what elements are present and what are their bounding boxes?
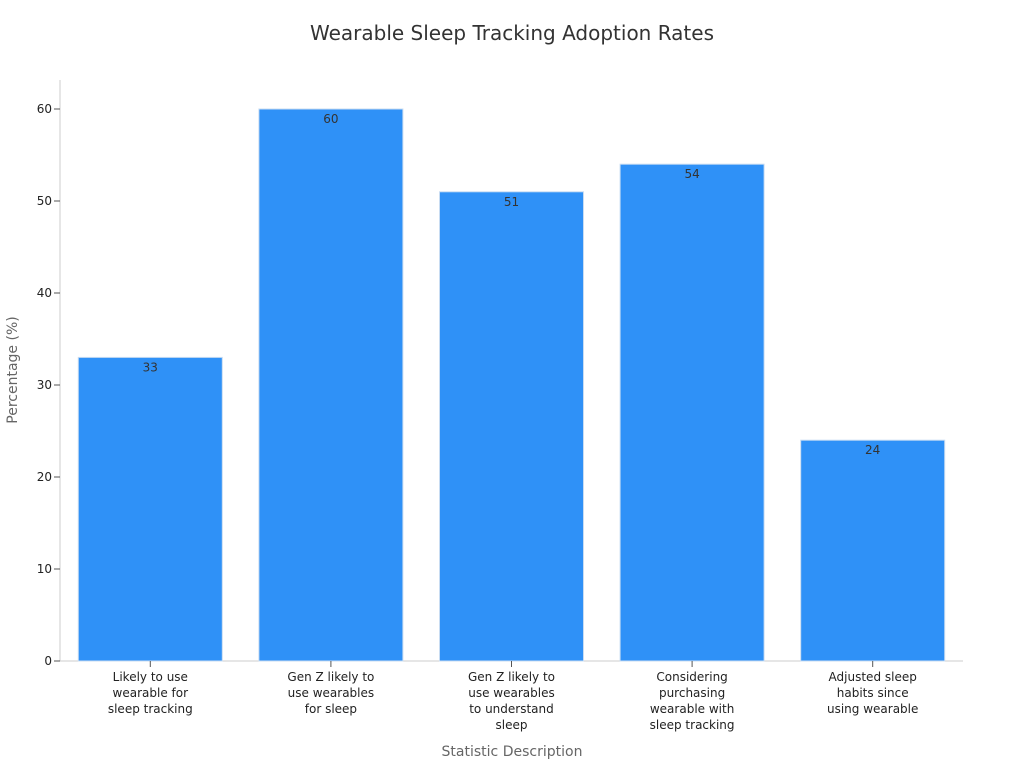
bar-value-label: 54: [684, 167, 699, 181]
bar: [77, 356, 223, 662]
y-tick-label: 20: [37, 470, 52, 484]
y-tick-label: 0: [44, 654, 52, 668]
x-tick-label-line: Likely to use: [113, 670, 188, 684]
bar-value-label: 33: [143, 360, 158, 374]
bar-value-label: 60: [323, 112, 338, 126]
x-tick-label-line: use wearables: [468, 686, 554, 700]
x-tick-label-line: Adjusted sleep: [829, 670, 917, 684]
bar: [619, 163, 765, 662]
x-tick-label-line: habits since: [837, 686, 909, 700]
bar: [258, 108, 404, 662]
x-tick-label-line: to understand: [469, 702, 554, 716]
bar: [800, 439, 946, 662]
x-tick-label: Gen Z likely to use wearables for sleep: [287, 670, 374, 716]
x-tick-label: Adjusted sleep habits since using wearable: [827, 670, 918, 716]
bar: [439, 191, 584, 662]
x-tick-label-line: Considering: [656, 670, 727, 684]
x-tick-label-line: purchasing: [659, 686, 725, 700]
y-tick-label: 40: [37, 286, 52, 300]
x-tick-label-line: sleep: [496, 718, 528, 732]
x-tick-label-line: Gen Z likely to: [287, 670, 374, 684]
x-tick-label: Gen Z likely to use wearables to understan…: [468, 670, 555, 732]
x-tick-label: Likely to use wearable for sleep tracking: [108, 670, 193, 716]
x-tick-label-line: wearable for: [113, 686, 189, 700]
x-axis-ticks: Likely to use wearable for sleep tracking G…: [108, 661, 918, 732]
x-tick-label-line: use wearables: [288, 686, 374, 700]
bar-value-label: 24: [865, 443, 880, 457]
y-tick-label: 60: [37, 102, 52, 116]
y-tick-label: 50: [37, 194, 52, 208]
x-tick-label-line: sleep tracking: [650, 718, 735, 732]
chart-title: Wearable Sleep Tracking Adoption Rates: [310, 21, 714, 45]
x-tick-label: Considering purchasing wearable with sleep …: [650, 670, 735, 732]
y-tick-label: 30: [37, 378, 52, 392]
x-tick-label-line: wearable with: [650, 702, 734, 716]
bars-group: 33 60 51 54 24: [77, 108, 946, 662]
x-tick-label-line: Gen Z likely to: [468, 670, 555, 684]
bar-value-label: 51: [504, 195, 519, 209]
y-tick-label: 10: [37, 562, 52, 576]
y-axis-ticks: 0 10 20 30 40 50 60: [37, 102, 60, 668]
x-tick-label-line: for sleep: [305, 702, 357, 716]
x-tick-label-line: sleep tracking: [108, 702, 193, 716]
x-axis-label: Statistic Description: [442, 744, 583, 760]
y-axis-label: Percentage (%): [5, 316, 21, 423]
x-tick-label-line: using wearable: [827, 702, 918, 716]
